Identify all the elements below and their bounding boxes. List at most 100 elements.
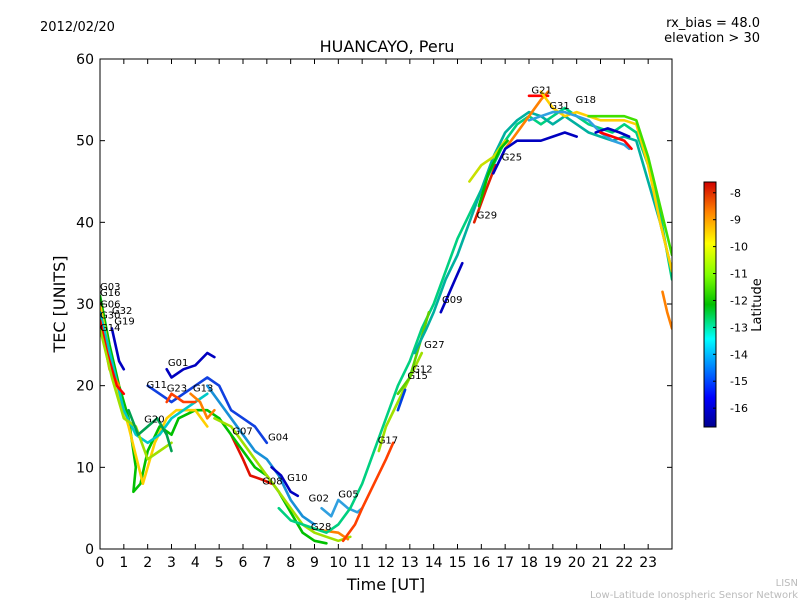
watermark-network: Low-Latitude Ionospheric Sensor Network bbox=[590, 590, 798, 600]
y-tick-label: 20 bbox=[76, 379, 94, 395]
x-tick-label: 13 bbox=[401, 555, 419, 571]
satellite-label: G02 bbox=[309, 494, 329, 505]
series-g05 bbox=[320, 498, 364, 518]
x-tick-label: 15 bbox=[449, 555, 467, 571]
rx-bias-label: rx_bias = 48.0 bbox=[666, 16, 760, 31]
y-tick-label: 40 bbox=[76, 215, 94, 231]
series-g21c bbox=[539, 90, 672, 273]
satellite-label: G14 bbox=[100, 323, 120, 334]
series-g25b bbox=[477, 139, 509, 208]
colorbar-tick-label: -13 bbox=[730, 321, 748, 334]
x-tick-label: 22 bbox=[615, 555, 633, 571]
series-main-a bbox=[277, 106, 672, 535]
colorbar-tick-label: -12 bbox=[730, 294, 748, 307]
x-tick-label: 10 bbox=[329, 555, 347, 571]
series-layer bbox=[100, 90, 672, 545]
series-g18c bbox=[594, 127, 631, 138]
series-g19 bbox=[110, 327, 126, 371]
axes-layer: 0 1 2 3 4 5 6 7 8 9 10 11 12 13 14 15 16 17 18 19 20 21 22 2301… bbox=[76, 52, 672, 571]
series-g20 bbox=[127, 408, 173, 453]
satellite-label: G06 bbox=[100, 299, 120, 310]
x-tick-label: 5 bbox=[215, 555, 224, 571]
series-g18 bbox=[527, 110, 631, 151]
satellite-label: G32 bbox=[112, 306, 132, 317]
series-end bbox=[661, 290, 672, 330]
x-tick-label: 12 bbox=[377, 555, 395, 571]
satellite-label: G17 bbox=[378, 436, 398, 447]
series-g10 bbox=[270, 465, 300, 498]
y-tick-label: 10 bbox=[76, 460, 94, 476]
colorbar-tick-label: -16 bbox=[730, 402, 748, 415]
x-tick-label: 4 bbox=[191, 555, 200, 571]
x-tick-label: 23 bbox=[639, 555, 657, 571]
series-g23 bbox=[165, 392, 197, 404]
x-tick-label: 19 bbox=[544, 555, 562, 571]
y-axis-label: TEC [UNITS] bbox=[50, 256, 69, 354]
series-g17 bbox=[341, 441, 395, 543]
series-g12 bbox=[396, 310, 431, 396]
satellite-label: G12 bbox=[412, 365, 432, 376]
x-axis-label: Time [UT] bbox=[346, 575, 425, 594]
x-tick-label: 0 bbox=[96, 555, 105, 571]
colorbar-label: Latitude bbox=[750, 278, 765, 332]
series-g02 bbox=[213, 416, 352, 543]
x-tick-label: 20 bbox=[568, 555, 586, 571]
series-g30 bbox=[100, 318, 126, 396]
satellite-label: G11 bbox=[147, 380, 167, 391]
series-g18b bbox=[587, 114, 672, 257]
series-g07 bbox=[229, 433, 273, 486]
series-g17b bbox=[377, 351, 424, 453]
x-tick-label: 17 bbox=[496, 555, 514, 571]
satellite-label: G03 bbox=[100, 282, 120, 293]
colorbar: -8 -9 -10 -11 -12 -13 -14 -15 -16 Latitude bbox=[703, 181, 765, 428]
series-g31 bbox=[491, 131, 579, 175]
x-tick-label: 6 bbox=[239, 555, 248, 571]
y-tick-label: 60 bbox=[76, 52, 94, 68]
colorbar-tick-label: -14 bbox=[730, 348, 748, 361]
satellite-label: G31 bbox=[549, 101, 569, 112]
x-tick-label: 2 bbox=[143, 555, 152, 571]
series-g09 bbox=[439, 261, 464, 314]
colorbar-tick-label: -8 bbox=[730, 187, 741, 200]
satellite-label: G27 bbox=[424, 340, 444, 351]
satellite-label: G10 bbox=[287, 473, 307, 484]
satellite-label: G20 bbox=[144, 414, 164, 425]
x-tick-label: 1 bbox=[119, 555, 128, 571]
series-g15 bbox=[396, 388, 407, 412]
series-g04 bbox=[206, 384, 316, 526]
x-tick-label: 9 bbox=[310, 555, 319, 571]
watermark-lisn: LISN bbox=[776, 578, 798, 589]
x-tick-label: 11 bbox=[353, 555, 371, 571]
colorbar-tick-label: -9 bbox=[730, 214, 741, 227]
satellite-label: G25 bbox=[502, 152, 522, 163]
colorbar-tick-label: -10 bbox=[730, 241, 748, 254]
x-tick-label: 14 bbox=[425, 555, 443, 571]
colorbar-gradient bbox=[703, 181, 717, 428]
x-tick-label: 16 bbox=[472, 555, 490, 571]
satellite-label: G07 bbox=[232, 427, 252, 438]
satellite-label: G04 bbox=[268, 432, 288, 443]
satellite-label: G08 bbox=[262, 477, 282, 488]
series-g27 bbox=[413, 110, 672, 355]
satellite-label: G28 bbox=[311, 522, 331, 533]
x-tick-label: 21 bbox=[592, 555, 610, 571]
satellite-label: G01 bbox=[168, 358, 188, 369]
date-label: 2012/02/20 bbox=[40, 20, 115, 35]
satellite-label: G15 bbox=[407, 371, 427, 382]
x-tick-label: 7 bbox=[262, 555, 271, 571]
y-tick-label: 50 bbox=[76, 134, 94, 150]
series-g18d bbox=[599, 131, 633, 151]
chart-title: HUANCAYO, Peru bbox=[320, 37, 455, 56]
satellite-label: G09 bbox=[442, 295, 462, 306]
elevation-label: elevation > 30 bbox=[664, 31, 760, 46]
satellite-label: G21 bbox=[531, 85, 551, 96]
x-tick-label: 8 bbox=[286, 555, 295, 571]
satellite-label: G05 bbox=[338, 490, 358, 501]
colorbar-tick-label: -15 bbox=[730, 375, 748, 388]
y-tick-label: 0 bbox=[85, 542, 94, 558]
satellite-label: G30 bbox=[100, 311, 120, 322]
satellite-label: G19 bbox=[114, 316, 134, 327]
colorbar-tick-label: -11 bbox=[730, 268, 748, 281]
satellite-label: G23 bbox=[167, 383, 187, 394]
